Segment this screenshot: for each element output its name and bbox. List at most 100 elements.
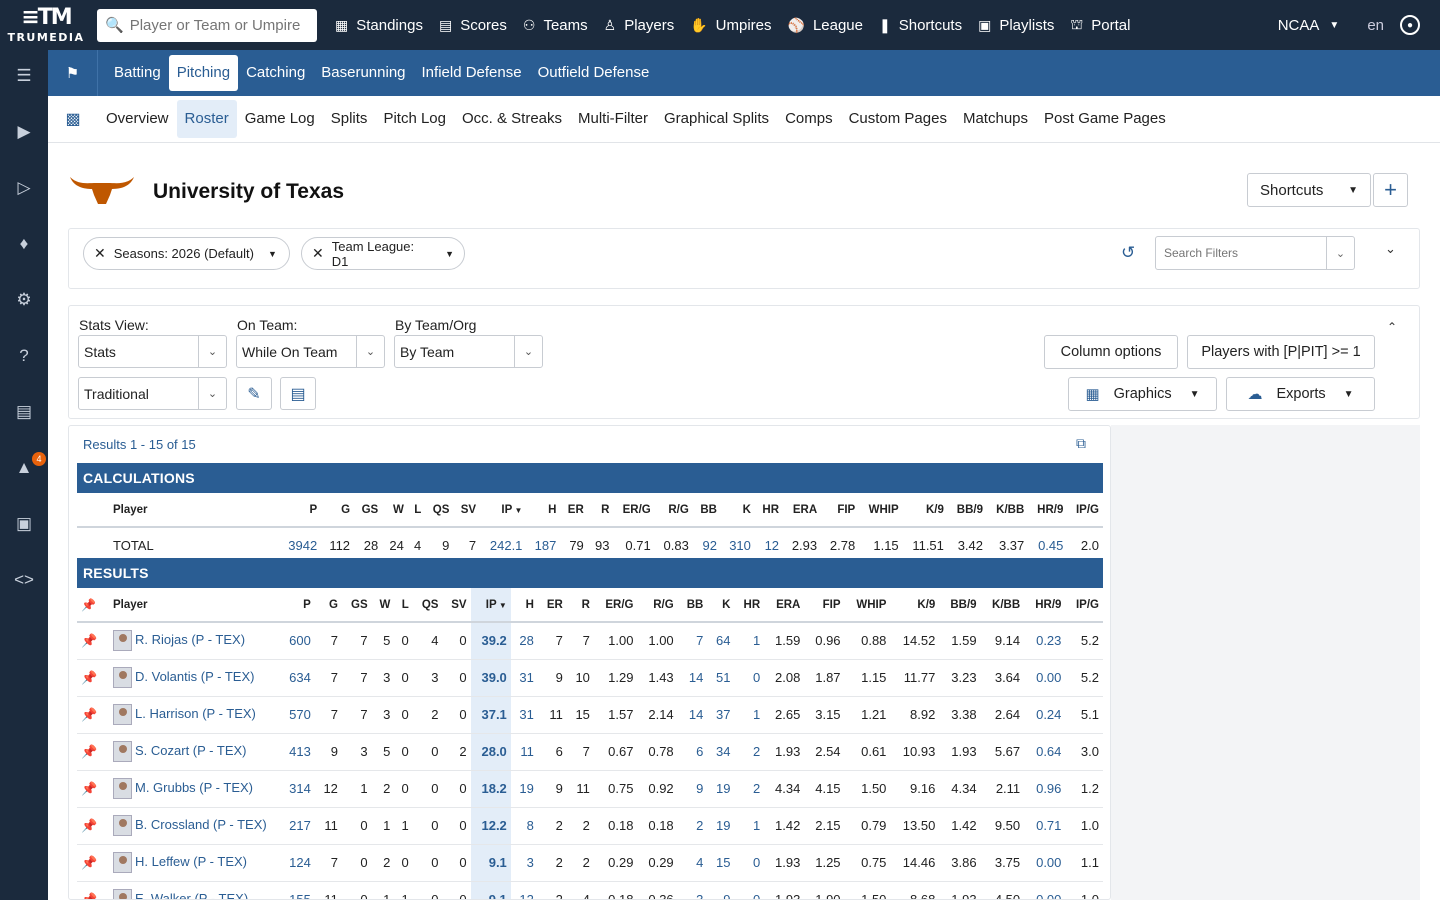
- column-header-r[interactable]: R: [566, 588, 594, 623]
- cell-p[interactable]: 600: [279, 622, 315, 660]
- chevron-down-icon[interactable]: ▼: [267, 248, 277, 259]
- org-caret-icon[interactable]: ▼: [1329, 19, 1340, 31]
- column-header-k-bb[interactable]: K/BB: [980, 588, 1025, 623]
- filter-chip-seasons[interactable]: ✕ Seasons: 2026 (Default) ▼: [83, 237, 290, 270]
- player-link[interactable]: R. Riojas (P - TEX): [135, 632, 246, 648]
- column-header-sv[interactable]: SV: [442, 588, 471, 623]
- cell-bb[interactable]: 14: [677, 659, 708, 697]
- cell-bb[interactable]: 2: [677, 807, 708, 845]
- chevron-down-icon[interactable]: ▼: [445, 248, 454, 259]
- player-link[interactable]: B. Crossland (P - TEX): [135, 816, 267, 832]
- shortcuts-dropdown-button[interactable]: Shortcuts ▼: [1247, 173, 1371, 207]
- column-header-qs[interactable]: QS: [425, 493, 454, 528]
- player-link[interactable]: L. Harrison (P - TEX): [135, 705, 256, 721]
- player-link[interactable]: H. Leffew (P - TEX): [135, 853, 247, 869]
- trumedia-logo[interactable]: ≡TM TRUMEDIA: [0, 0, 92, 50]
- play-circle-icon[interactable]: ▷: [17, 178, 31, 197]
- cell-bb[interactable]: 6: [677, 733, 708, 771]
- language-selector[interactable]: en: [1367, 16, 1384, 34]
- sort-desc-icon[interactable]: ▼: [512, 505, 523, 515]
- subtab-graphical-splits[interactable]: Graphical Splits: [664, 110, 770, 127]
- copy-icon[interactable]: ⧉: [1076, 435, 1086, 451]
- cell-k[interactable]: 9: [707, 881, 735, 899]
- pin-icon[interactable]: 📌: [81, 854, 98, 870]
- subtab-game-log[interactable]: Game Log: [244, 110, 315, 127]
- tab-outfield-defense[interactable]: Outfield Defense: [537, 64, 650, 81]
- subtab-pitch-log[interactable]: Pitch Log: [383, 110, 446, 127]
- cell-hr[interactable]: 0: [734, 659, 765, 697]
- subtab-occ-streaks[interactable]: Occ. & Streaks: [461, 110, 563, 127]
- subtab-roster[interactable]: Roster: [176, 100, 237, 138]
- column-header-bb-9[interactable]: BB/9: [939, 588, 981, 623]
- org-selector[interactable]: NCAA: [1277, 16, 1320, 34]
- exports-dropdown-button[interactable]: ☁ Exports ▼: [1226, 377, 1375, 411]
- column-header-er-g[interactable]: ER/G: [593, 588, 638, 623]
- pin-icon[interactable]: 📌: [81, 743, 98, 759]
- column-header-era[interactable]: ERA: [783, 493, 822, 528]
- column-header-w[interactable]: W: [371, 588, 395, 623]
- column-header-ip-g[interactable]: IP/G: [1065, 588, 1103, 623]
- nav-shortcuts[interactable]: ❚ Shortcuts: [879, 17, 962, 34]
- column-header-hr[interactable]: HR: [734, 588, 765, 623]
- column-header-whip[interactable]: WHIP: [844, 588, 891, 623]
- column-header-qs[interactable]: QS: [412, 588, 443, 623]
- cell-ip[interactable]: 39.0: [470, 659, 511, 697]
- pin-icon[interactable]: 📌: [81, 706, 98, 722]
- cell-hr-9[interactable]: 0.24: [1024, 696, 1066, 734]
- subtab-post-game-pages[interactable]: Post Game Pages: [1044, 110, 1166, 127]
- cell-h[interactable]: 11: [510, 733, 538, 771]
- subtab-splits[interactable]: Splits: [330, 110, 368, 127]
- cell-hr-9[interactable]: 0.96: [1024, 770, 1066, 808]
- cell-h[interactable]: 31: [510, 659, 538, 697]
- nav-players[interactable]: ♙ Players: [604, 17, 675, 34]
- column-header-l[interactable]: L: [407, 493, 426, 528]
- add-shortcut-button[interactable]: +: [1373, 173, 1408, 207]
- code-icon[interactable]: <>: [14, 570, 34, 589]
- edit-pencil-icon[interactable]: ✎: [236, 377, 272, 410]
- column-header-era[interactable]: ERA: [764, 588, 805, 623]
- cell-p[interactable]: 413: [279, 733, 315, 771]
- cell-p[interactable]: 217: [279, 807, 315, 845]
- column-header-sv[interactable]: SV: [453, 493, 481, 528]
- column-header-fip[interactable]: FIP: [821, 493, 860, 528]
- cell-bb[interactable]: 4: [677, 844, 708, 882]
- column-header-er[interactable]: ER: [537, 588, 567, 623]
- column-header-r-g[interactable]: R/G: [654, 493, 693, 528]
- tab-catching[interactable]: Catching: [246, 64, 306, 81]
- expand-filters-icon[interactable]: ⌄: [1385, 241, 1396, 256]
- cell-ip[interactable]: 28.0: [470, 733, 511, 771]
- remove-filter-icon[interactable]: ✕: [94, 245, 106, 261]
- column-header-gs[interactable]: GS: [354, 493, 383, 528]
- subtab-custom-pages[interactable]: Custom Pages: [848, 110, 947, 127]
- stat-type-select[interactable]: Traditional ⌄: [78, 377, 227, 410]
- cell-p[interactable]: 314: [279, 770, 315, 808]
- column-header-r-g[interactable]: R/G: [637, 588, 678, 623]
- column-header-hr[interactable]: HR: [754, 493, 784, 528]
- book-icon[interactable]: ▤: [15, 402, 33, 421]
- cell-ip[interactable]: 12.2: [470, 807, 511, 845]
- cards-icon[interactable]: ♦: [19, 234, 29, 253]
- cell-ip[interactable]: 18.2: [470, 770, 511, 808]
- players-with-filter-button[interactable]: Players with [P|PIT] >= 1: [1187, 335, 1375, 369]
- column-header-bb[interactable]: BB: [692, 493, 721, 528]
- column-header-er-g[interactable]: ER/G: [613, 493, 655, 528]
- player-link[interactable]: M. Grubbs (P - TEX): [135, 779, 253, 795]
- column-header-bb[interactable]: BB: [677, 588, 708, 623]
- video-playlist-icon[interactable]: ▩: [65, 111, 81, 128]
- cell-k[interactable]: 51: [707, 659, 735, 697]
- settings-gear-icon[interactable]: ⚙: [16, 290, 32, 309]
- column-header-gs[interactable]: GS: [341, 588, 372, 623]
- pin-icon[interactable]: 📌: [81, 632, 98, 648]
- nav-standings[interactable]: ▦ Standings: [335, 17, 423, 34]
- cell-h[interactable]: 3: [510, 844, 538, 882]
- nav-league[interactable]: ⚾ League: [788, 17, 864, 34]
- column-header-p[interactable]: P: [279, 588, 315, 623]
- video-library-icon[interactable]: ▶: [17, 122, 31, 141]
- search-input[interactable]: [129, 16, 310, 34]
- column-header-h[interactable]: H: [526, 493, 561, 528]
- cell-k[interactable]: 19: [707, 770, 735, 808]
- bookmark-icon[interactable]: ⚑: [48, 50, 98, 96]
- cell-ip[interactable]: 37.1: [470, 696, 511, 734]
- pin-icon[interactable]: 📌: [81, 817, 98, 833]
- filter-list-icon[interactable]: ☰: [16, 66, 32, 85]
